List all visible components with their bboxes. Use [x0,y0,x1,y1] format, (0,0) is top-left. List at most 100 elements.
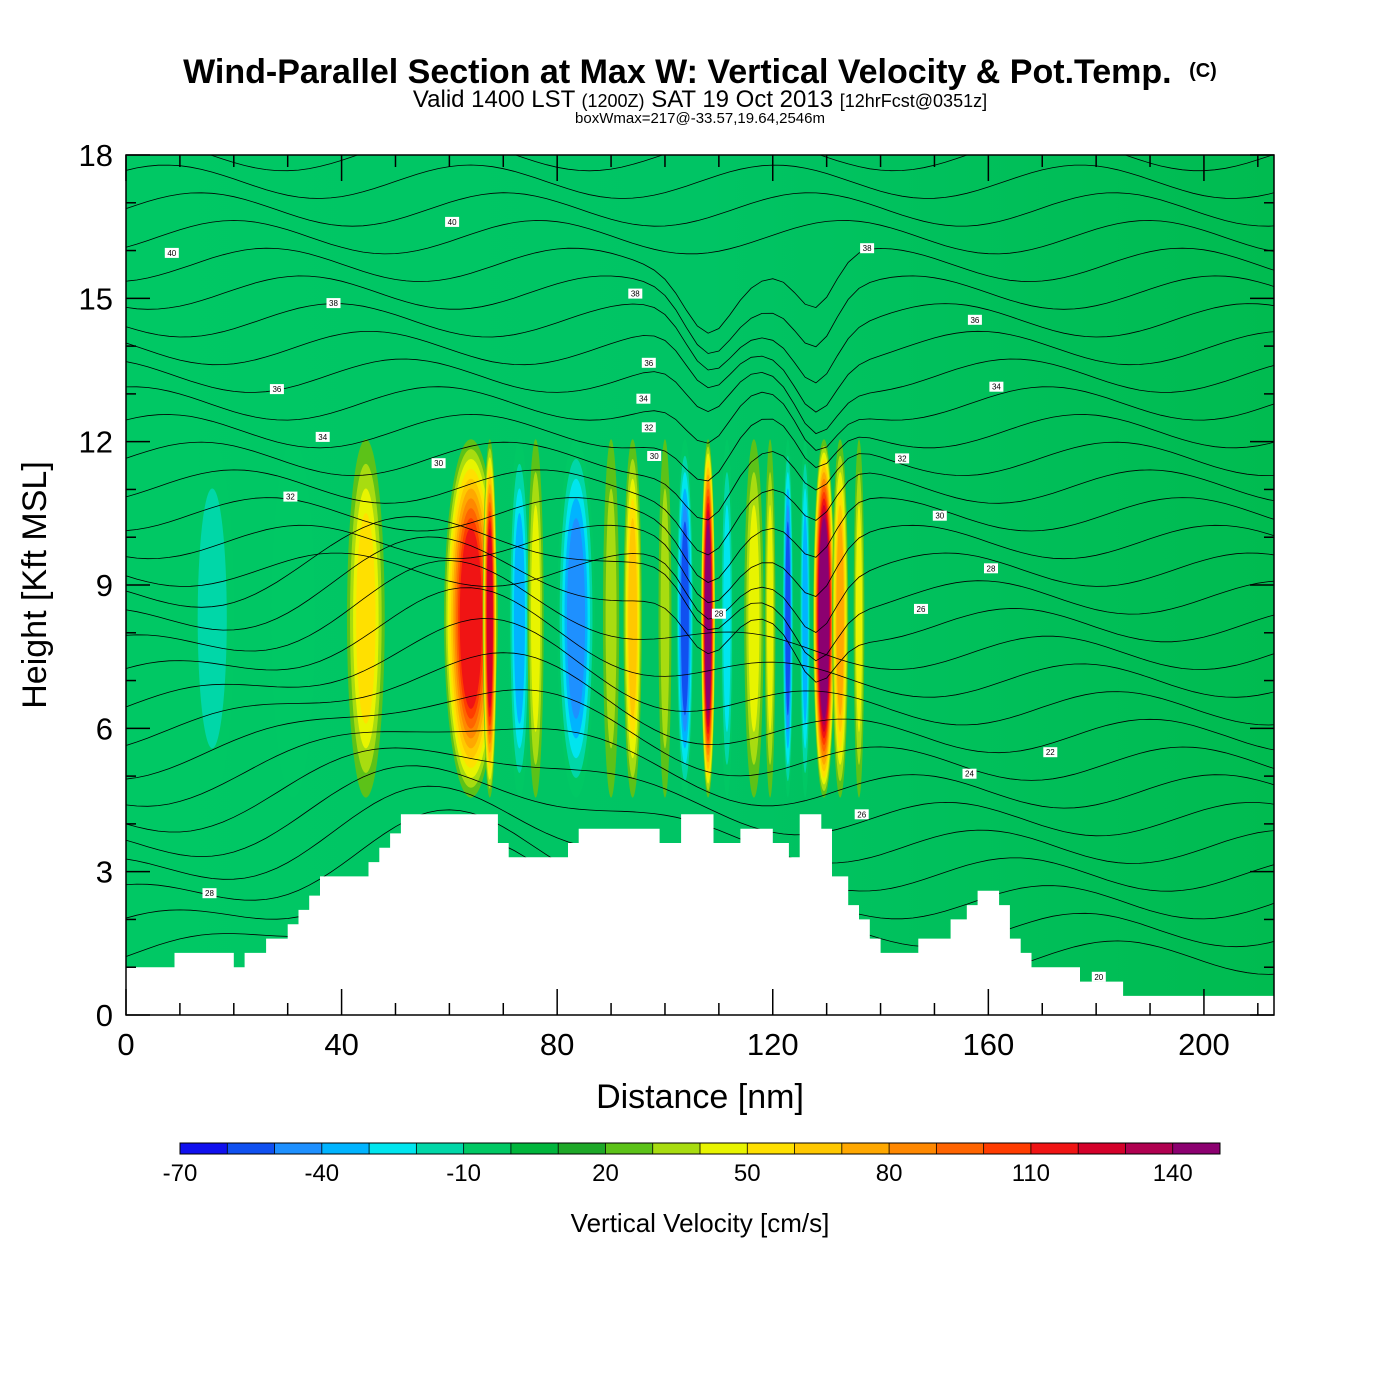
theta-label-box [647,451,662,461]
colorbar-tick-label: -70 [163,1160,198,1187]
theta-label-box [269,384,284,395]
theta-label: 36 [641,357,656,368]
colorbar: -70 -40 -10 20 50 80 110 140 [163,1142,1221,1187]
theta-label-text: 32 [644,423,653,432]
theta-label-text: 32 [286,493,295,502]
theta-label: 36 [967,314,982,325]
theta-label-text: 22 [1046,748,1055,757]
colorbar-tick-label: -40 [304,1160,339,1187]
chart-subtitle: Valid 1400 LST (1200Z) SAT 19 Oct 2013 [… [413,86,987,113]
theta-label-text: 30 [935,512,944,521]
velocity-level [836,521,844,716]
theta-label-box [641,422,656,433]
y-tick-label: 0 [96,998,113,1033]
colorbar-swatch [936,1143,984,1154]
subtitle-utc: (1200Z) [581,91,644,111]
colorbar-swatch [463,1143,511,1154]
theta-label-box [283,491,298,502]
theta-label-box [932,510,947,521]
theta-label-box [164,247,179,258]
colorbar-label: Vertical Velocity [cm/s] [571,1208,830,1238]
theta-label: 36 [269,384,284,395]
theta-line [126,220,1274,255]
y-tick-label: 9 [96,568,113,603]
theta-label: 32 [895,453,910,464]
colorbar-swatch [558,1143,606,1154]
theta-line [126,728,1274,809]
colorbar-swatch [1172,1143,1220,1154]
subtitle-date: SAT 19 Oct 2013 [651,86,833,113]
theta-label-text: 36 [272,385,281,394]
theta-line [126,560,1274,670]
velocity-level [855,504,863,732]
velocity-cell [346,439,385,798]
x-tick-label: 40 [324,1027,358,1062]
theta-label-box [1091,971,1106,982]
theta-label-text: 40 [448,218,457,227]
x-tick-label: 200 [1178,1027,1230,1062]
theta-label-box [628,288,643,299]
plot-area: 40 40 38 38 38 36 36 36 34 34 34 32 32 32 30 30 30 28 26 28… [126,155,1274,1015]
velocity-cell [720,439,734,798]
y-tick-label: 3 [96,855,113,890]
theta-label: 28 [202,888,217,899]
theta-label: 28 [984,563,998,574]
y-tick-label: 12 [79,425,113,460]
colorbar-tick-label: -10 [446,1160,481,1187]
theta-line [126,413,1274,482]
theta-line [126,618,1274,726]
velocity-cell [813,439,835,798]
theta-label-box [967,314,982,325]
terrain [126,814,1274,1015]
y-tick-label: 18 [79,138,113,173]
theta-label: 40 [164,247,179,258]
theta-label: 38 [326,298,341,309]
velocity-cell [676,439,694,798]
colorbar-swatch [227,1143,275,1154]
velocity-level [767,504,774,732]
velocity-cell [508,439,531,798]
velocity-level [356,513,376,724]
theta-line [126,747,1274,837]
theta-label-box [641,357,656,368]
theta-label: 20 [1091,971,1106,982]
theta-label-box [1043,747,1058,758]
theta-label-box [962,768,977,779]
colorbar-swatch [180,1143,228,1154]
velocity-cell [190,439,234,798]
theta-line [126,192,1274,227]
subtitle-forecast: [12hrFcst@0351z] [840,91,987,111]
velocity-level [723,504,731,732]
colorbar-swatch [983,1143,1031,1154]
theta-label: 22 [1043,747,1058,758]
theta-line [126,552,1274,633]
velocity-level [705,530,711,707]
velocity-level [513,513,525,724]
velocity-cell [602,439,620,798]
velocity-cell [764,439,776,798]
theta-label-box [914,603,928,614]
velocity-cell [271,439,315,798]
colorbar-swatch [1030,1143,1079,1154]
theta-label-text: 34 [318,433,327,442]
theta-line [126,536,1274,683]
theta-label-box [711,608,726,619]
velocity-level [785,521,791,716]
velocity-level [197,488,227,749]
velocity-cell [443,439,498,798]
theta-label: 38 [628,288,643,299]
theta-label-box [431,458,446,469]
velocity-level [605,488,617,749]
theta-line [209,155,1274,172]
theta-label-box [895,453,910,464]
theta-label-text: 26 [857,810,866,819]
theta-label-text: 36 [644,359,653,368]
colorbar-tick-label: 110 [1012,1160,1050,1187]
theta-label: 32 [641,422,656,433]
chart-title: Wind-Parallel Section at Max W: Vertical… [183,53,1217,91]
theta-label-box [989,381,1004,392]
theta-label: 40 [445,216,460,227]
velocity-level [802,513,808,724]
theta-label: 26 [854,809,869,820]
